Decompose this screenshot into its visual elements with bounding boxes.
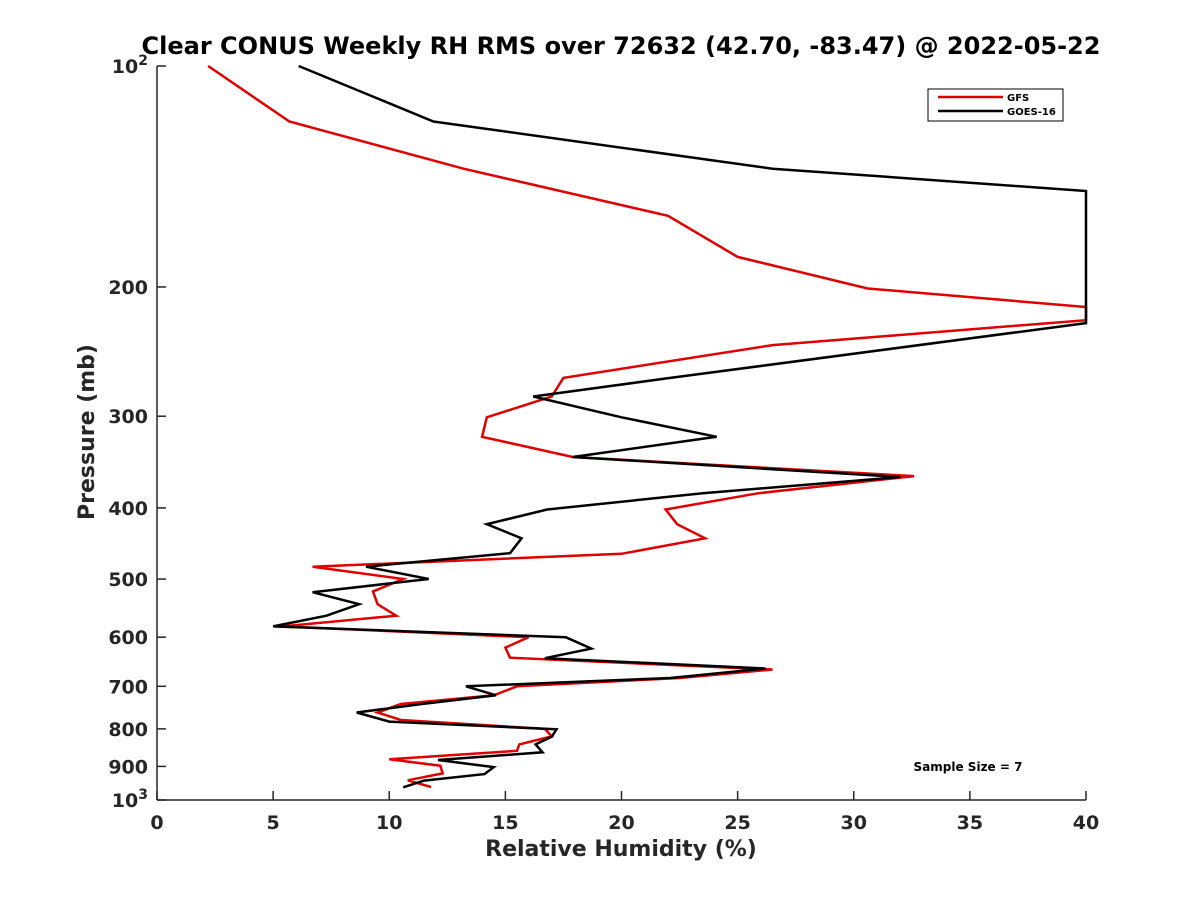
chart-title: Clear CONUS Weekly RH RMS over 72632 (42… bbox=[142, 32, 1101, 60]
y-tick-label: 900 bbox=[108, 756, 148, 778]
x-tick-label: 5 bbox=[267, 812, 280, 834]
x-tick-label: 15 bbox=[492, 812, 518, 834]
y-tick-label: 103 bbox=[112, 787, 148, 812]
y-tick-label: 200 bbox=[108, 277, 148, 299]
y-tick-label: 300 bbox=[108, 406, 148, 428]
x-tick-label: 20 bbox=[608, 812, 634, 834]
y-tick-label: 600 bbox=[108, 627, 148, 649]
series-line-gfs bbox=[207, 64, 1088, 789]
y-tick-label: 400 bbox=[108, 498, 148, 520]
y-tick-label: 700 bbox=[108, 676, 148, 698]
x-axis: 0 5 10 15 20 25 30 35 40 bbox=[150, 791, 1099, 834]
x-tick-label: 10 bbox=[376, 812, 402, 834]
y-axis: 102 200 300 400 500 600 700 800 900 103 bbox=[108, 53, 166, 812]
x-tick-label: 0 bbox=[150, 812, 163, 834]
y-tick-label: 500 bbox=[108, 569, 148, 591]
sample-size-annotation: Sample Size = 7 bbox=[914, 760, 1023, 774]
y-axis-label: Pressure (mb) bbox=[75, 344, 100, 520]
y-tick-label: 102 bbox=[112, 53, 148, 78]
x-tick-label: 35 bbox=[957, 812, 983, 834]
x-tick-label: 40 bbox=[1073, 812, 1099, 834]
series-line-goes16 bbox=[272, 64, 1088, 789]
legend-label-gfs: GFS bbox=[1007, 93, 1029, 104]
x-tick-label: 30 bbox=[841, 812, 867, 834]
x-tick-label: 25 bbox=[724, 812, 750, 834]
x-axis-label: Relative Humidity (%) bbox=[485, 837, 757, 862]
legend-box bbox=[927, 88, 1064, 122]
y-tick-label: 800 bbox=[108, 719, 148, 741]
series-group bbox=[207, 64, 1088, 789]
legend: GFS GOES-16 bbox=[927, 88, 1064, 122]
legend-label-goes16: GOES-16 bbox=[1007, 107, 1056, 118]
